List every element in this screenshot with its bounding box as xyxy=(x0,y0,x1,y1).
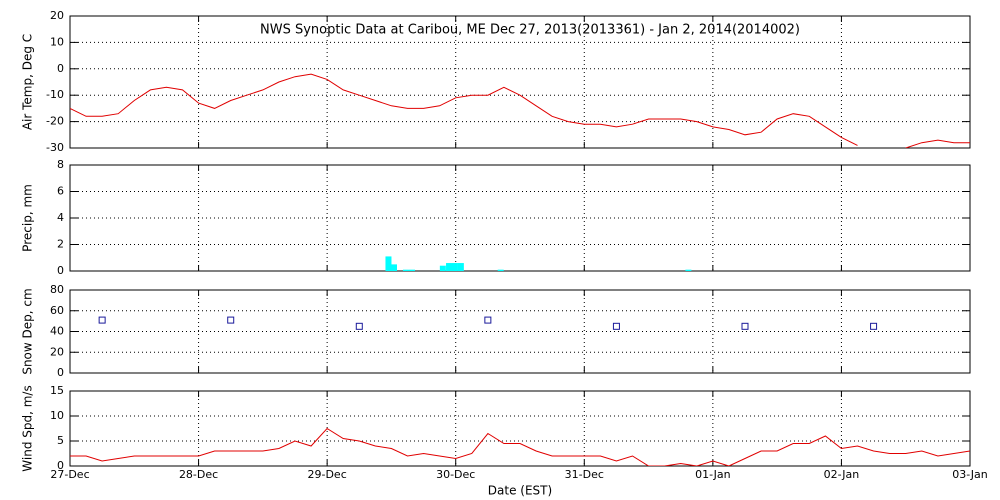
y-tick-label: 0 xyxy=(57,366,64,379)
bar xyxy=(409,269,415,271)
y-tick-label: 6 xyxy=(57,185,64,198)
x-tick-label: 02-Jan xyxy=(824,468,860,481)
chart-title: NWS Synoptic Data at Caribou, ME Dec 27,… xyxy=(260,23,800,38)
bar xyxy=(446,263,453,271)
y-axis-label: Precip, mm xyxy=(21,184,35,252)
panel: 0 5 10 15 27-Dec 28-Dec 29-Dec 30-Dec 31-Dec 01-J… xyxy=(21,384,988,498)
bar xyxy=(385,256,392,271)
x-tick-label: 31-Dec xyxy=(565,468,604,481)
data-line xyxy=(70,427,970,466)
bar xyxy=(439,265,446,271)
point xyxy=(227,316,235,324)
plot-frame xyxy=(69,390,971,467)
y-tick-label: 0 xyxy=(57,264,64,277)
point xyxy=(98,316,106,324)
point xyxy=(484,316,492,324)
y-axis-label: Wind Spd, m/s xyxy=(21,385,35,471)
y-tick-label: 4 xyxy=(57,211,64,224)
bar xyxy=(391,264,397,271)
point xyxy=(355,322,363,330)
bar xyxy=(451,263,458,271)
y-tick-label: -20 xyxy=(46,115,64,128)
x-tick-label: 29-Dec xyxy=(308,468,347,481)
y-tick-label: 10 xyxy=(50,409,64,422)
y-axis-label: Air Temp, Deg C xyxy=(21,34,35,130)
y-axis-label: Snow Dep, cm xyxy=(21,288,35,374)
y-tick-label: 8 xyxy=(57,158,64,171)
y-tick-label: 2 xyxy=(57,238,64,251)
bar xyxy=(497,269,504,271)
y-tick-label: 60 xyxy=(50,304,64,317)
y-tick-label: 0 xyxy=(57,459,64,472)
y-tick-label: 10 xyxy=(50,35,64,48)
y-tick-label: 20 xyxy=(50,9,64,22)
plot-frame xyxy=(69,164,971,272)
panel: 0 20 40 60 80 Snow Dep, cm xyxy=(21,283,971,379)
point xyxy=(741,322,749,330)
data-line xyxy=(70,73,970,148)
panel: -30 -20 -10 0 10 20 Air Temp, Deg C NWS Synopti… xyxy=(21,9,971,154)
bar xyxy=(402,269,409,271)
y-tick-label: -30 xyxy=(46,141,64,154)
point xyxy=(612,322,620,330)
y-tick-label: 80 xyxy=(50,283,64,296)
y-tick-label: 0 xyxy=(57,62,64,75)
bar xyxy=(457,263,464,271)
y-tick-label: -10 xyxy=(46,88,64,101)
point xyxy=(870,322,878,330)
y-tick-label: 5 xyxy=(57,434,64,447)
x-tick-label: 30-Dec xyxy=(436,468,475,481)
x-tick-label: 01-Jan xyxy=(695,468,731,481)
y-tick-label: 15 xyxy=(50,384,64,397)
x-tick-label: 27-Dec xyxy=(50,468,89,481)
x-axis-label: Date (EST) xyxy=(488,484,552,498)
x-tick-label: 03-Jan xyxy=(952,468,988,481)
plot-frame xyxy=(69,289,971,374)
x-tick-label: 28-Dec xyxy=(179,468,218,481)
panel: 0 2 4 6 8 Precip, mm xyxy=(21,158,971,277)
plot-frame xyxy=(69,15,971,149)
y-tick-label: 40 xyxy=(50,325,64,338)
y-tick-label: 20 xyxy=(50,345,64,358)
bar xyxy=(685,269,692,271)
